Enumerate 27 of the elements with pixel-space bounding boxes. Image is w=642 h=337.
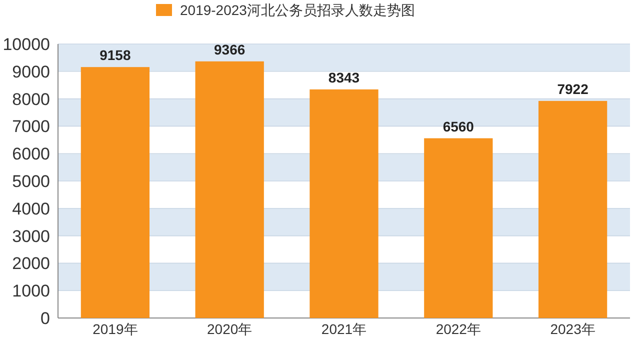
data-label: 8343 [328,69,360,86]
bar [310,89,378,318]
data-label: 7922 [557,80,589,97]
x-tick-label: 2023年 [550,321,596,337]
y-tick-label: 4000 [12,199,50,218]
x-tick-label: 2022年 [436,321,481,337]
x-tick-label: 2019年 [92,321,138,337]
bar [195,61,264,318]
y-tick-label: 10000 [2,35,50,54]
y-tick-label: 6000 [12,144,50,164]
bar [80,67,150,318]
y-tick-label: 8000 [12,90,50,109]
data-label: 6560 [442,118,474,134]
bar [538,100,608,318]
y-tick-label: 1000 [12,282,50,301]
data-label: 9366 [214,41,246,58]
y-tick-label: 7000 [12,117,50,136]
data-label: 9158 [100,47,131,64]
legend-label: 2019-2023河北公务员招录人数走势图 [180,2,415,18]
y-tick-label: 0 [40,309,50,328]
y-tick-label: 9000 [12,62,50,82]
y-tick-label: 2000 [12,254,50,274]
y-tick-label: 3000 [12,226,50,246]
x-tick-label: 2021年 [321,321,367,337]
x-tick-label: 2020年 [207,321,252,337]
bar [424,138,493,318]
y-tick-label: 5000 [12,172,50,191]
